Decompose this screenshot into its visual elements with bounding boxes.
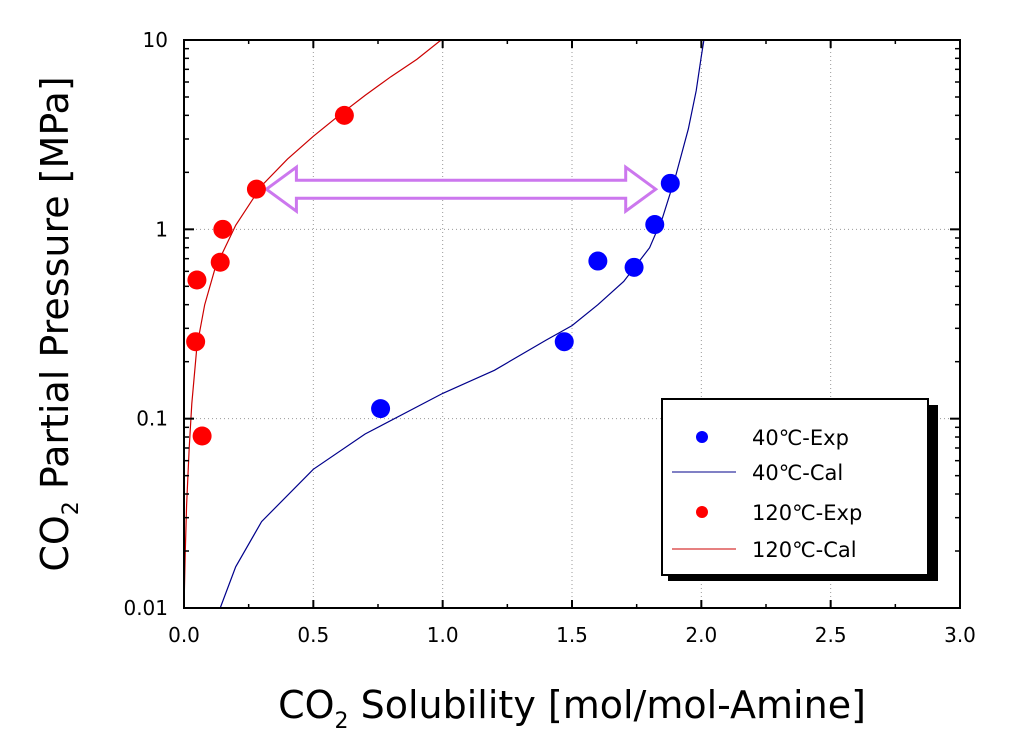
legend-label-120c-exp: 120℃-Exp xyxy=(752,501,862,525)
x-tick-label: 2.0 xyxy=(685,623,717,647)
data-point-series-2 xyxy=(213,219,233,239)
legend-marker-120c-exp xyxy=(696,506,708,518)
legend-marker-40c-exp xyxy=(696,431,708,443)
grid xyxy=(184,40,960,608)
series-lines xyxy=(183,39,705,609)
y-tick-label: 1 xyxy=(155,217,168,241)
x-tick-label: 3.0 xyxy=(944,623,976,647)
x-tick-label: 1.5 xyxy=(556,623,588,647)
data-point-series-0 xyxy=(624,257,644,277)
data-point-series-0 xyxy=(588,251,608,271)
legend-label-120c-cal: 120℃-Cal xyxy=(752,538,857,562)
annotation-arrow xyxy=(263,164,659,215)
series-line-1 xyxy=(219,39,705,609)
legend: 40℃-Exp 40℃-Cal 120℃-Exp 120℃-Cal xyxy=(661,398,938,581)
y-axis-title-prefix: CO xyxy=(33,515,77,571)
data-point-series-2 xyxy=(187,270,207,290)
y-tick-label: 10 xyxy=(143,28,168,52)
data-point-series-2 xyxy=(186,332,206,352)
legend-label-40c-cal: 40℃-Cal xyxy=(752,461,843,485)
data-point-series-2 xyxy=(246,179,266,199)
data-point-series-2 xyxy=(210,252,230,272)
y-tick-label: 0.01 xyxy=(123,596,168,620)
y-axis-title: CO2 Partial Pressure [MPa] xyxy=(33,76,84,571)
series-line-3 xyxy=(183,39,443,609)
x-tick-label: 1.0 xyxy=(427,623,459,647)
x-axis-title-prefix: CO xyxy=(278,683,334,727)
data-point-series-2 xyxy=(334,105,354,125)
x-axis-title-sub: 2 xyxy=(335,709,349,734)
legend-box xyxy=(661,398,929,576)
y-axis-title-rest: Partial Pressure [MPa] xyxy=(33,76,77,501)
y-tick-label: 0.1 xyxy=(136,407,168,431)
legend-label-40c-exp: 40℃-Exp xyxy=(752,426,849,450)
axes-ticks: 0.0 0.5 1.0 1.5 2.0 2.5 3.0 0.01 0.1 1 10 xyxy=(123,28,975,647)
x-tick-label: 0.5 xyxy=(297,623,329,647)
data-point-series-0 xyxy=(554,332,574,352)
x-axis-title-rest: Solubility [mol/mol-Amine] xyxy=(349,683,866,727)
data-point-series-0 xyxy=(371,399,391,419)
y-axis-title-sub: 2 xyxy=(59,501,84,515)
double-arrow xyxy=(263,164,659,215)
x-axis-title: CO2 Solubility [mol/mol-Amine] xyxy=(278,683,866,734)
data-point-series-2 xyxy=(192,426,212,446)
series-points xyxy=(186,105,680,446)
data-point-series-0 xyxy=(660,173,680,193)
x-tick-label: 0.0 xyxy=(168,623,200,647)
data-point-series-0 xyxy=(645,215,665,235)
x-tick-label: 2.5 xyxy=(815,623,847,647)
